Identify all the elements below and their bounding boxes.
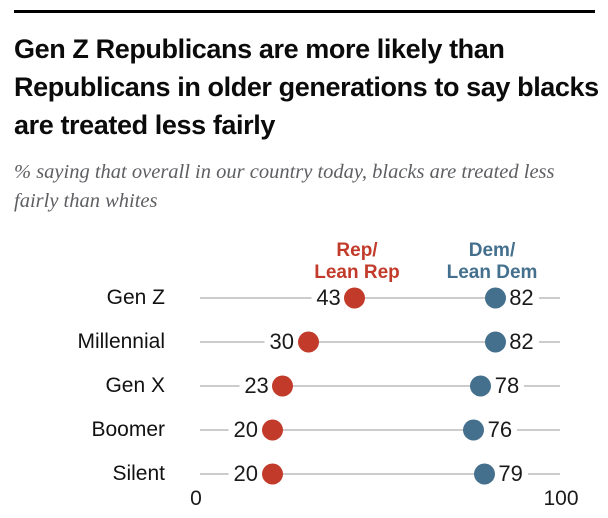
category-label: Millennial [77, 330, 165, 353]
rep-value: 20 [228, 417, 263, 443]
chart-row: Gen Z 43 82 [0, 276, 608, 320]
category-label: Gen Z [106, 286, 165, 309]
dem-value: 82 [504, 329, 539, 355]
dem-value: 79 [493, 461, 528, 487]
rep-value: 30 [264, 329, 299, 355]
chart-row: Millennial 30 82 [0, 320, 608, 364]
x-axis-tick-max: 100 [543, 487, 579, 510]
rep-legend-label: Rep/ Lean Rep [314, 240, 400, 283]
row-line [200, 429, 560, 431]
rep-value: 23 [239, 373, 274, 399]
rep-value: 20 [228, 461, 263, 487]
chart-row: Boomer 20 76 [0, 408, 608, 452]
chart-row: Silent 20 79 [0, 452, 608, 496]
rep-dot [261, 419, 283, 441]
chart-subtitle: % saying that overall in our country tod… [14, 161, 555, 212]
rep-dot [272, 375, 294, 397]
rep-dot [297, 331, 319, 353]
row-line [200, 385, 560, 387]
top-rule [14, 10, 595, 13]
category-label: Boomer [91, 418, 165, 441]
rep-value: 43 [311, 285, 346, 311]
dem-value: 82 [504, 285, 539, 311]
dem-dot [473, 463, 495, 485]
row-line [200, 473, 560, 475]
dem-dot [484, 331, 506, 353]
chart-title: Gen Z Republicans are more likely than R… [14, 34, 599, 140]
dem-value: 78 [489, 373, 525, 399]
dem-legend-label: Dem/ Lean Dem [446, 240, 538, 283]
category-label: Silent [112, 462, 165, 485]
rep-dot [261, 463, 283, 485]
dem-dot [463, 419, 485, 441]
row-line [200, 297, 560, 299]
row-line [200, 341, 560, 343]
x-axis-tick-min: 0 [190, 487, 202, 510]
category-label: Gen X [105, 374, 165, 397]
dem-dot [484, 287, 506, 309]
dem-dot [470, 375, 492, 397]
dem-value: 76 [482, 417, 518, 443]
rep-dot [344, 287, 366, 309]
chart-row: Gen X 23 78 [0, 364, 608, 408]
